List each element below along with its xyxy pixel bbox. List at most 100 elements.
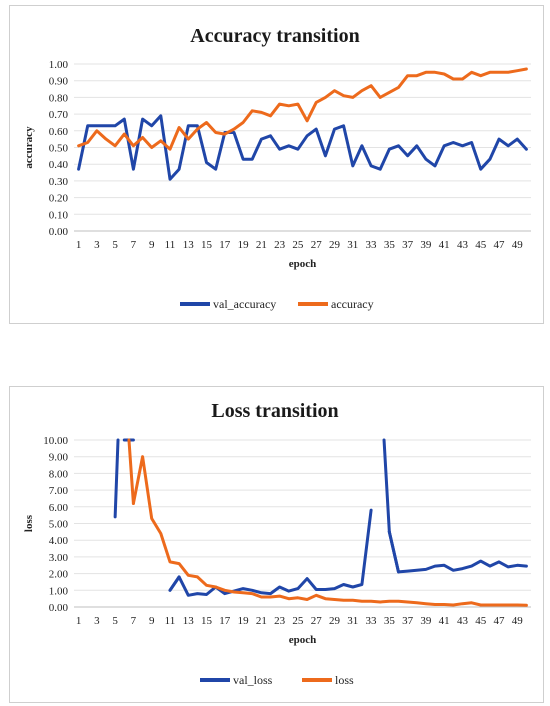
x-tick-label: 5 bbox=[112, 239, 118, 251]
series-val_accuracy bbox=[77, 114, 528, 181]
x-tick-label: 45 bbox=[475, 239, 487, 251]
x-tick-label: 21 bbox=[256, 615, 267, 627]
x-tick-label: 15 bbox=[201, 239, 213, 251]
x-tick-label: 45 bbox=[475, 615, 487, 627]
y-tick-label: 0.30 bbox=[49, 176, 69, 188]
x-tick-label: 49 bbox=[512, 239, 524, 251]
chart-title: Accuracy transition bbox=[190, 25, 359, 47]
legend: val_loss loss bbox=[200, 673, 354, 687]
y-axis-label: accuracy bbox=[23, 126, 35, 169]
x-tick-label: 41 bbox=[439, 239, 450, 251]
x-tick-label: 11 bbox=[165, 615, 176, 627]
x-tick-label: 21 bbox=[256, 239, 267, 251]
x-tick-label: 13 bbox=[183, 239, 195, 251]
x-tick-label: 43 bbox=[457, 615, 469, 627]
y-tick-label: 0.20 bbox=[49, 193, 69, 205]
series-line bbox=[168, 508, 373, 597]
x-tick-label: 49 bbox=[512, 615, 524, 627]
y-tick-label: 0.40 bbox=[49, 159, 69, 171]
x-tick-label: 29 bbox=[329, 239, 341, 251]
x-tick-label: 47 bbox=[494, 239, 506, 251]
y-tick-label: 9.00 bbox=[49, 452, 69, 464]
chart-title: Loss transition bbox=[211, 400, 338, 422]
y-tick-label: 10.00 bbox=[43, 435, 68, 447]
y-tick-label: 0.80 bbox=[49, 92, 69, 104]
x-tick-label: 35 bbox=[384, 239, 396, 251]
x-tick-label: 9 bbox=[149, 615, 155, 627]
x-tick-label: 25 bbox=[292, 239, 304, 251]
x-tick-label: 29 bbox=[329, 615, 341, 627]
x-tick-label: 1 bbox=[76, 615, 82, 627]
loss-chart-panel: Loss transition 0.00 1.00 2.00 3.00 4.00 5.00 6… bbox=[9, 386, 544, 703]
x-tick-label: 43 bbox=[457, 239, 469, 251]
x-tick-label: 7 bbox=[131, 615, 137, 627]
series-offscale-segment bbox=[127, 438, 135, 505]
series-offscale-segment bbox=[387, 530, 400, 574]
y-tick-label: 0.70 bbox=[49, 109, 69, 121]
series-offscale-segment bbox=[113, 438, 120, 519]
series-line bbox=[131, 455, 528, 607]
loss-chart: Loss transition 0.00 1.00 2.00 3.00 4.00 5.00 6… bbox=[23, 400, 531, 687]
x-tick-label: 41 bbox=[439, 615, 450, 627]
y-tick-label: 7.00 bbox=[49, 485, 69, 497]
x-tick-label: 5 bbox=[112, 615, 118, 627]
y-tick-label: 0.90 bbox=[49, 76, 69, 88]
x-tick-label: 11 bbox=[165, 239, 176, 251]
y-tick-label: 0.00 bbox=[49, 602, 69, 614]
x-tick-label: 35 bbox=[384, 615, 396, 627]
y-tick-label: 0.60 bbox=[49, 126, 69, 138]
x-tick-label: 47 bbox=[494, 615, 506, 627]
x-tick-label: 27 bbox=[311, 615, 323, 627]
series-loss bbox=[127, 438, 528, 607]
x-tick-label: 19 bbox=[238, 615, 250, 627]
x-tick-label: 7 bbox=[131, 239, 137, 251]
accuracy-chart-panel: Accuracy transition 0.00 0.10 0.20 0.30 0.40 0… bbox=[9, 5, 544, 324]
x-tick-label: 33 bbox=[366, 615, 378, 627]
x-tick-label: 37 bbox=[402, 239, 414, 251]
y-tick-label: 5.00 bbox=[49, 519, 69, 531]
x-tick-label: 25 bbox=[292, 615, 304, 627]
y-axis-label: loss bbox=[23, 514, 35, 532]
series-offscale-segment bbox=[382, 438, 391, 534]
x-tick-label: 33 bbox=[366, 239, 378, 251]
x-tick-label: 37 bbox=[402, 615, 414, 627]
legend-label-val_loss: val_loss bbox=[233, 673, 273, 687]
y-tick-label: 1.00 bbox=[49, 59, 69, 71]
accuracy-chart: Accuracy transition 0.00 0.10 0.20 0.30 0.40 0… bbox=[23, 25, 531, 311]
x-tick-label: 9 bbox=[149, 239, 155, 251]
x-tick-label: 15 bbox=[201, 615, 213, 627]
series-accuracy bbox=[77, 67, 528, 151]
x-tick-label: 1 bbox=[76, 239, 82, 251]
y-tick-label: 2.00 bbox=[49, 569, 69, 581]
x-tick-label: 27 bbox=[311, 239, 323, 251]
x-tick-label: 39 bbox=[420, 239, 432, 251]
series-line bbox=[77, 114, 528, 181]
y-tick-label: 0.00 bbox=[49, 226, 69, 238]
series-offscale-segment bbox=[168, 575, 181, 592]
x-tick-label: 39 bbox=[420, 615, 432, 627]
series-line bbox=[387, 530, 528, 574]
legend-label-loss: loss bbox=[335, 673, 354, 687]
legend: val_accuracy accuracy bbox=[180, 297, 374, 311]
x-axis-label: epoch bbox=[289, 634, 317, 646]
series-val_loss bbox=[113, 438, 528, 597]
y-tick-label: 0.50 bbox=[49, 143, 69, 155]
series-line bbox=[77, 67, 528, 151]
x-tick-label: 31 bbox=[347, 615, 358, 627]
y-tick-label: 1.00 bbox=[49, 585, 69, 597]
y-tick-label: 4.00 bbox=[49, 535, 69, 547]
x-tick-label: 23 bbox=[274, 239, 286, 251]
y-tick-label: 3.00 bbox=[49, 552, 69, 564]
y-tick-label: 6.00 bbox=[49, 502, 69, 514]
x-tick-label: 19 bbox=[238, 239, 250, 251]
y-tick-label: 8.00 bbox=[49, 468, 69, 480]
x-tick-label: 13 bbox=[183, 615, 195, 627]
x-tick-label: 3 bbox=[94, 615, 100, 627]
x-tick-label: 17 bbox=[219, 239, 231, 251]
x-tick-label: 31 bbox=[347, 239, 358, 251]
legend-label-val_accuracy: val_accuracy bbox=[213, 297, 276, 311]
y-tick-label: 0.10 bbox=[49, 209, 69, 221]
x-tick-label: 23 bbox=[274, 615, 286, 627]
x-axis-label: epoch bbox=[289, 258, 317, 270]
legend-label-accuracy: accuracy bbox=[331, 297, 374, 311]
